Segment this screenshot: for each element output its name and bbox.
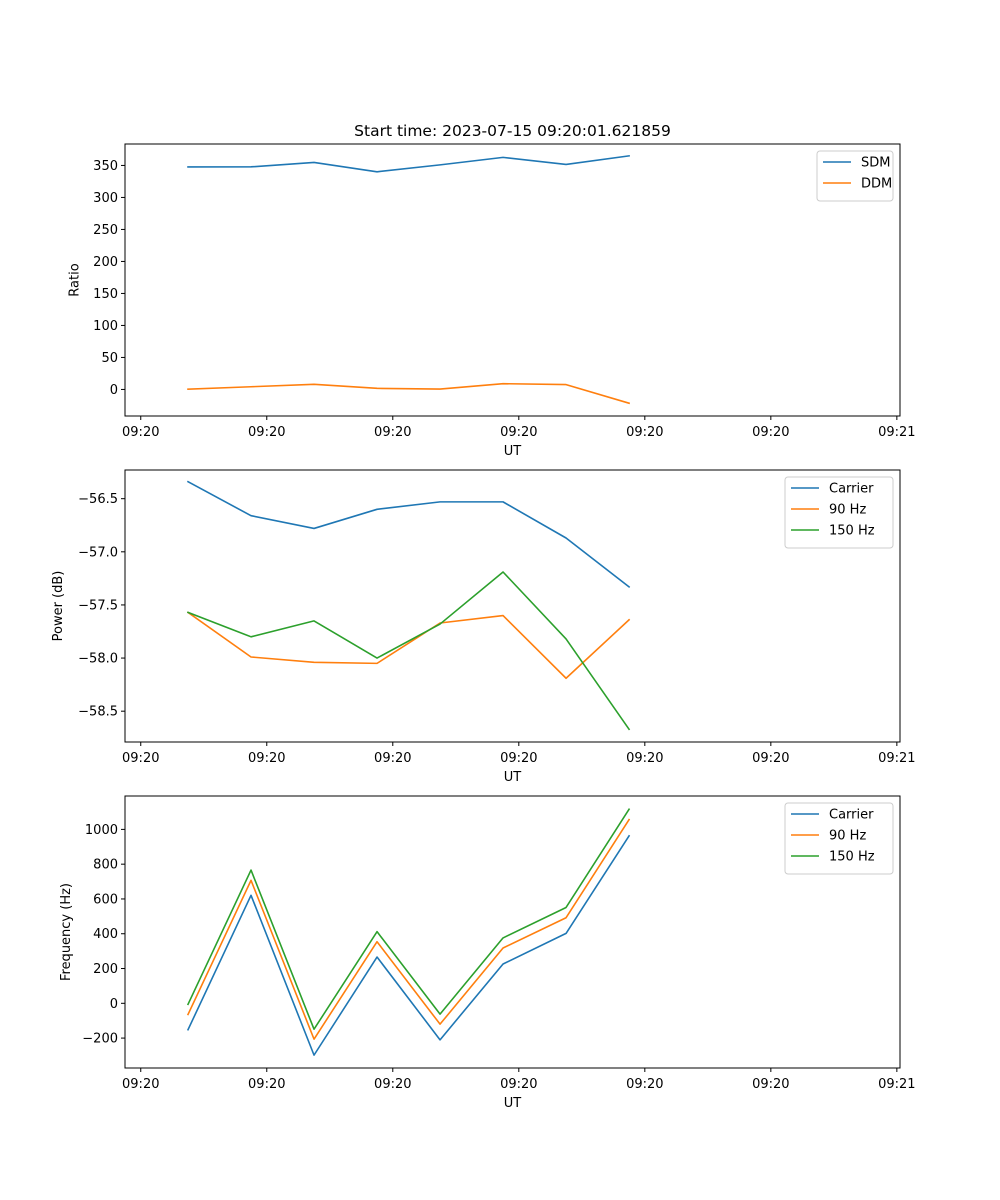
y-tick-label: 300 [93, 191, 118, 206]
y-tick-label: 100 [93, 319, 118, 334]
x-tick-label: 09:20 [626, 1077, 663, 1092]
legend-label-150-hz: 150 Hz [829, 524, 875, 539]
x-tick-label: 09:20 [752, 425, 789, 440]
y-axis-label: Power (dB) [51, 571, 66, 642]
legend: Carrier 90 Hz 150 Hz [784, 802, 894, 875]
x-tick-label: 09:20 [752, 751, 789, 766]
y-tick-label: −58.5 [78, 705, 118, 720]
axes-frame [124, 469, 901, 743]
y-tick-label: 0 [110, 997, 118, 1012]
legend: SDM DDM [816, 150, 894, 202]
series-line-90-hz [186, 818, 631, 1040]
panels: 09:20 09:20 09:20 09:20 09:20 09:20 09:21 0 50 10… [51, 143, 916, 1111]
series-line-sdm [187, 154, 630, 173]
x-axis-label: UT [504, 444, 522, 459]
chart-panel-1: 09:20 09:20 09:20 09:20 09:20 09:20 09:21 0 50 10… [67, 143, 916, 459]
legend-label-90-hz: 90 Hz [829, 829, 866, 844]
axes-frame [124, 143, 901, 417]
y-axis-label: Ratio [67, 263, 82, 296]
chart-panel-3: 09:20 09:20 09:20 09:20 09:20 09:20 09:21 −200 0… [59, 795, 916, 1111]
y-tick-label: 150 [93, 287, 118, 302]
x-tick-label: 09:21 [878, 751, 915, 766]
y-tick-label: 0 [110, 383, 118, 398]
x-tick-label: 09:20 [500, 425, 537, 440]
y-tick-label: 800 [93, 858, 118, 873]
x-tick-label: 09:20 [626, 425, 663, 440]
legend-label-carrier: Carrier [829, 808, 874, 823]
x-tick-label: 09:20 [122, 425, 159, 440]
x-tick-label: 09:20 [122, 751, 159, 766]
x-tick-label: 09:20 [752, 1077, 789, 1092]
y-tick-label: 350 [93, 159, 118, 174]
legend-label-90-hz: 90 Hz [829, 503, 866, 518]
x-tick-label: 09:20 [626, 751, 663, 766]
y-tick-label: −57.5 [78, 598, 118, 613]
axes-frame [124, 795, 901, 1069]
x-tick-label: 09:20 [374, 751, 411, 766]
x-tick-label: 09:20 [374, 1077, 411, 1092]
series-line-carrier [186, 834, 631, 1056]
x-tick-label: 09:21 [878, 1077, 915, 1092]
y-tick-label: −56.5 [78, 492, 118, 507]
x-tick-label: 09:20 [248, 425, 285, 440]
y-tick-label: −57.0 [78, 545, 118, 560]
legend-label-ddm: DDM [861, 177, 892, 192]
legend-label-carrier: Carrier [829, 482, 874, 497]
y-tick-label: −58.0 [78, 652, 118, 667]
series-line-90-hz [186, 611, 631, 680]
legend-label-150-hz: 150 Hz [829, 850, 875, 865]
x-tick-label: 09:20 [500, 751, 537, 766]
x-axis-label: UT [504, 770, 522, 785]
y-tick-label: 600 [93, 892, 118, 907]
x-axis-label: UT [504, 1096, 522, 1111]
legend: Carrier 90 Hz 150 Hz [784, 476, 894, 549]
x-tick-label: 09:20 [248, 751, 285, 766]
y-tick-label: 1000 [85, 823, 118, 838]
figure-title: Start time: 2023-07-15 09:20:01.621859 [354, 122, 671, 140]
y-tick-label: 200 [93, 255, 118, 270]
series-line-150-hz [186, 571, 631, 731]
x-tick-label: 09:20 [248, 1077, 285, 1092]
series-line-ddm [187, 382, 631, 405]
x-tick-label: 09:20 [500, 1077, 537, 1092]
series-line-150-hz [186, 808, 631, 1031]
x-tick-label: 09:20 [374, 425, 411, 440]
legend-label-sdm: SDM [861, 156, 890, 171]
legend-box [816, 150, 894, 202]
y-tick-label: −200 [82, 1032, 118, 1047]
x-tick-label: 09:21 [878, 425, 915, 440]
y-tick-label: 200 [93, 962, 118, 977]
y-axis-label: Frequency (Hz) [59, 883, 74, 981]
x-tick-label: 09:20 [122, 1077, 159, 1092]
chart-panel-2: 09:20 09:20 09:20 09:20 09:20 09:20 09:21 −58.5… [51, 469, 916, 785]
y-tick-label: 50 [101, 351, 118, 366]
series-line-carrier [186, 480, 631, 589]
y-tick-label: 250 [93, 223, 118, 238]
y-tick-label: 400 [93, 927, 118, 942]
